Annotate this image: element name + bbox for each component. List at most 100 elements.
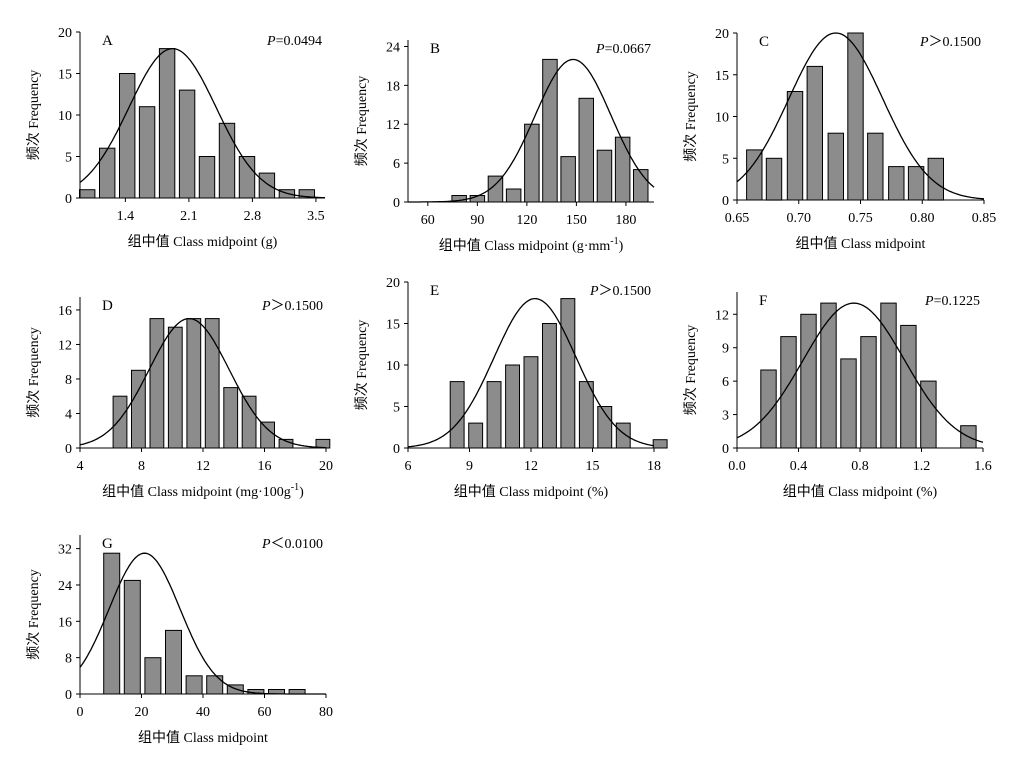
x-tick-label-g-2: 20 bbox=[135, 705, 149, 720]
bar-e-7 bbox=[560, 298, 576, 449]
bar-g-10 bbox=[288, 689, 306, 695]
x-tick-label-d-5: 20 bbox=[319, 459, 333, 474]
bar-a-8 bbox=[218, 122, 236, 199]
p-rest-e: ＞0.1500 bbox=[599, 284, 652, 299]
panel-c: 0.65 0.70 0.75 0.80 0.85 0 5 10 15 20 C P＞0.1500 组中值… bbox=[683, 27, 996, 252]
p-rest-g: ＜0.0100 bbox=[271, 537, 324, 552]
normal-curve-c bbox=[736, 32, 985, 200]
panel-g: 0 20 40 60 80 0 8 16 24 32 G P＜0.0100 组中值 Class midp… bbox=[26, 535, 333, 746]
x-tick-label-a-3: 2.8 bbox=[244, 209, 262, 224]
x-tick-label-g-3: 40 bbox=[196, 705, 210, 720]
panel-e: 6 9 12 15 18 0 5 10 15 20 E P＞0.1500 组中值 Class midpo… bbox=[354, 276, 668, 500]
y-tick-label-g-1: 0 bbox=[65, 688, 72, 703]
bar-b-9 bbox=[596, 149, 613, 203]
y-axis-label-d: 频次 Frequency bbox=[26, 327, 42, 418]
p-symbol-f: P bbox=[924, 294, 934, 309]
x-axis-label-text-g: 组中值 Class midpoint bbox=[138, 730, 268, 746]
bar-c-1 bbox=[746, 149, 763, 201]
x-tick-label-b-4: 150 bbox=[566, 213, 587, 228]
x-tick-label-f-5: 1.6 bbox=[974, 459, 992, 474]
y-tick-label-b-2: 6 bbox=[393, 157, 400, 172]
x-axis-label-sup-b: -1 bbox=[610, 236, 618, 247]
x-axis-label-g: 组中值 Class midpoint bbox=[138, 730, 268, 746]
y-tick-label-a-2: 5 bbox=[65, 151, 72, 166]
x-tick-label-d-2: 8 bbox=[138, 459, 145, 474]
x-tick-label-f-4: 1.2 bbox=[913, 459, 931, 474]
x-tick-label-g-1: 0 bbox=[77, 705, 84, 720]
x-axis-label-tail-d: ) bbox=[299, 485, 304, 500]
normal-curve-a bbox=[79, 47, 326, 199]
y-tick-label-b-5: 24 bbox=[386, 40, 400, 55]
y-tick-label-a-1: 0 bbox=[65, 192, 72, 207]
bar-d-5 bbox=[186, 318, 202, 449]
bar-e-2 bbox=[468, 422, 484, 449]
bar-e-12 bbox=[652, 439, 668, 449]
normal-curve-e bbox=[407, 297, 655, 448]
bar-a-5 bbox=[158, 48, 176, 199]
y-tick-label-c-1: 0 bbox=[722, 194, 729, 209]
x-axis-label-text-c: 组中值 Class midpoint bbox=[796, 236, 926, 252]
y-tick-label-e-2: 5 bbox=[393, 401, 400, 416]
panel-label-e: E bbox=[430, 283, 439, 299]
p-symbol-d: P bbox=[261, 299, 271, 314]
x-tick-label-e-2: 9 bbox=[466, 459, 473, 474]
x-tick-label-a-2: 2.1 bbox=[180, 209, 198, 224]
x-tick-label-b-2: 90 bbox=[470, 213, 484, 228]
bar-d-7 bbox=[223, 387, 239, 449]
bar-c-4 bbox=[806, 65, 823, 201]
panel-label-b: B bbox=[430, 41, 440, 57]
p-symbol-a: P bbox=[266, 34, 276, 49]
y-axis-label-g: 频次 Frequency bbox=[26, 569, 42, 660]
y-tick-label-g-4: 24 bbox=[58, 579, 72, 594]
y-tick-label-c-4: 15 bbox=[715, 69, 729, 84]
p-value-g: P＜0.0100 bbox=[261, 537, 323, 552]
p-value-c: P＞0.1500 bbox=[919, 35, 981, 50]
y-axis-label-e: 频次 Frequency bbox=[354, 320, 370, 411]
y-tick-label-a-4: 15 bbox=[58, 68, 72, 83]
panel-label-a: A bbox=[102, 33, 113, 49]
x-tick-label-e-1: 6 bbox=[405, 459, 412, 474]
panel-a: 1.4 2.1 2.8 3.5 0 5 10 15 20 A P=0.0494 组中值 Class m… bbox=[26, 26, 326, 250]
bar-g-4 bbox=[165, 629, 182, 695]
bar-b-6 bbox=[542, 58, 558, 203]
normal-curve-f bbox=[736, 302, 984, 443]
bar-c-7 bbox=[867, 132, 884, 201]
y-tick-label-b-1: 0 bbox=[393, 196, 400, 211]
bar-f-1 bbox=[760, 369, 777, 449]
x-tick-label-b-5: 180 bbox=[615, 213, 636, 228]
y-tick-label-g-5: 32 bbox=[58, 543, 72, 558]
x-tick-label-e-3: 12 bbox=[524, 459, 538, 474]
bar-c-8 bbox=[888, 166, 905, 201]
y-tick-label-f-3: 6 bbox=[722, 375, 729, 390]
p-value-d: P＞0.1500 bbox=[261, 299, 323, 314]
x-axis-label-d: 组中值 Class midpoint (mg·100g-1) bbox=[102, 482, 304, 500]
x-tick-label-c-3: 0.75 bbox=[848, 211, 873, 226]
bar-c-10 bbox=[927, 157, 944, 201]
y-axis-label-b: 频次 Frequency bbox=[354, 76, 370, 167]
panel-label-f: F bbox=[759, 293, 767, 309]
p-symbol-c: P bbox=[919, 35, 929, 50]
bar-f-4 bbox=[820, 302, 837, 449]
p-rest-b: =0.0667 bbox=[605, 42, 651, 57]
bar-b-7 bbox=[560, 156, 576, 203]
bar-e-3 bbox=[486, 381, 502, 449]
x-axis-label-f: 组中值 Class midpoint (%) bbox=[783, 484, 938, 500]
x-tick-label-c-1: 0.65 bbox=[725, 211, 750, 226]
p-rest-f: =0.1225 bbox=[934, 294, 980, 309]
x-tick-label-f-3: 0.8 bbox=[851, 459, 869, 474]
p-rest-c: ＞0.1500 bbox=[929, 35, 982, 50]
bar-e-6 bbox=[542, 323, 557, 449]
y-tick-label-f-5: 12 bbox=[715, 308, 729, 323]
bar-b-4 bbox=[505, 188, 522, 203]
p-rest-d: ＞0.1500 bbox=[271, 299, 324, 314]
y-tick-label-b-4: 18 bbox=[386, 79, 400, 94]
y-tick-label-e-4: 15 bbox=[386, 318, 400, 333]
x-tick-label-d-1: 4 bbox=[77, 459, 84, 474]
bar-d-9 bbox=[260, 421, 276, 449]
x-tick-label-c-2: 0.70 bbox=[787, 211, 812, 226]
x-axis-label-tail-b: ) bbox=[619, 239, 624, 254]
y-tick-label-e-3: 10 bbox=[386, 359, 400, 374]
y-tick-label-d-5: 16 bbox=[58, 304, 72, 319]
x-tick-label-d-3: 12 bbox=[196, 459, 210, 474]
y-tick-label-e-1: 0 bbox=[393, 442, 400, 457]
